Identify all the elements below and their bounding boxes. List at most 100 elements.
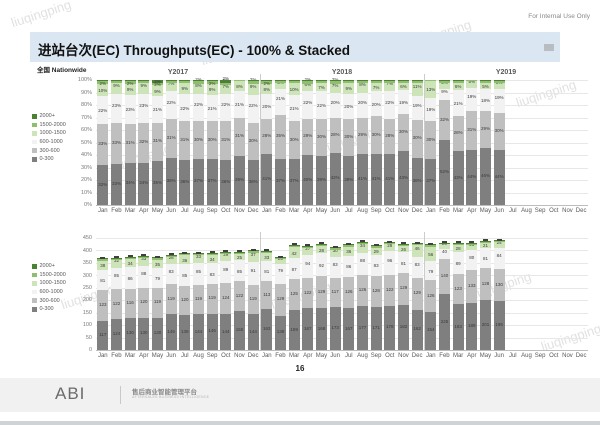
year-divider (424, 74, 425, 205)
segment-label: 37% (193, 178, 203, 184)
segment-label: 144 (194, 328, 203, 334)
legend-swatch (32, 281, 37, 286)
bar-segment (438, 100, 450, 140)
bar-segment (233, 81, 245, 92)
bar-segment (411, 80, 423, 82)
month-label: Oct (221, 208, 231, 214)
y-axis-tick: 50% (80, 139, 92, 146)
bar-segment (479, 241, 491, 243)
segment-label: 32% (139, 139, 149, 145)
segment-label: 20% (262, 104, 272, 110)
month-label: Oct (549, 353, 559, 359)
segment-label: 30% (248, 137, 258, 143)
segment-label: 21 (482, 243, 488, 249)
month-label: Dec (411, 353, 423, 359)
bar-segment (220, 261, 232, 284)
segment-label: 21% (234, 102, 244, 108)
legend-item: 2000+ (32, 112, 66, 121)
year-divider (424, 232, 425, 350)
bar-segment (329, 80, 341, 82)
segment-label: 41% (385, 175, 395, 181)
month-label: May (315, 353, 328, 359)
segment-label: 6% (400, 84, 407, 90)
segment-label: 89 (455, 260, 461, 266)
y-axis-tick: 150 (82, 309, 92, 316)
bar-segment (356, 82, 368, 93)
bar-segment (370, 247, 382, 255)
segment-label: 129 (276, 296, 285, 302)
month-label: Dec (247, 208, 259, 214)
bar-segment (138, 257, 150, 266)
bar-segment (274, 88, 286, 115)
bar-segment (397, 151, 409, 205)
month-label: Oct (549, 208, 559, 214)
segment-label: 30% (193, 136, 203, 142)
y-axis-tick: 450 (82, 235, 92, 242)
bar-segment (138, 82, 150, 94)
segment-label: 113 (263, 291, 271, 297)
bar-segment (261, 153, 273, 205)
footer: ABI 售后商业智能管理平台 AFTERSALES BUSINESS INTEL… (0, 378, 600, 412)
bar-segment (302, 246, 314, 248)
bar-segment (261, 83, 273, 94)
month-label: Sep (534, 208, 546, 214)
bar-segment (370, 254, 382, 276)
bar-segment (124, 80, 136, 82)
bar-segment (192, 314, 204, 350)
segment-label: 31% (467, 127, 477, 133)
bar-segment (302, 155, 314, 205)
bar-segment (288, 257, 300, 280)
bar-segment (356, 244, 368, 253)
y-axis-tick: 70% (80, 114, 92, 121)
segment-label: 83 (209, 271, 215, 277)
bar-segment (384, 153, 396, 205)
segment-label: 46% (480, 172, 490, 178)
segment-label: 133 (468, 283, 476, 288)
bar-segment (315, 308, 327, 350)
segment-label: 92 (318, 262, 324, 268)
bar-segment (479, 242, 491, 248)
segment-label: 35 (154, 262, 160, 268)
segment-label: 33 (264, 255, 270, 261)
bar-segment (220, 80, 232, 83)
y-axis-tick: 200 (82, 297, 92, 304)
bar-segment (192, 253, 204, 256)
segment-label: 36% (248, 179, 258, 185)
segment-label: 33 (195, 253, 201, 259)
bar-segment (247, 83, 259, 95)
segment-label: 18% (480, 98, 490, 104)
segment-label: 167 (304, 325, 312, 331)
gridline (96, 130, 588, 131)
bar-segment (97, 320, 109, 350)
bar-segment (288, 81, 300, 83)
bar-segment (220, 160, 232, 205)
legend: 2000+ 1500-2000 1000-1500 600-1000 300-600 0-… (32, 262, 66, 314)
segment-label: 119 (167, 295, 175, 301)
legend-swatch (32, 264, 37, 269)
month-label: Mar (452, 208, 464, 214)
segment-label: 30% (494, 127, 504, 133)
bar-segment (452, 251, 464, 274)
segment-label: 9% (154, 88, 161, 94)
bar-segment (247, 80, 259, 82)
segment-label: 32% (98, 181, 108, 187)
bar-segment (179, 93, 191, 122)
month-label: Aug (521, 353, 532, 359)
bar-segment (411, 157, 423, 205)
month-label: Jun (330, 208, 340, 214)
segment-label: 117 (331, 288, 339, 294)
bar-segment (493, 269, 505, 302)
segment-label: 80 (469, 254, 475, 260)
segment-label: 41% (357, 175, 367, 181)
bar-top-marker (127, 255, 133, 258)
segment-label: 37% (289, 178, 299, 184)
bar-segment (329, 257, 341, 278)
segment-label: 189 (468, 323, 476, 329)
bar-segment (315, 91, 327, 119)
bar-segment (288, 247, 300, 258)
bar-segment (165, 313, 177, 350)
segment-label: 39% (316, 177, 326, 183)
segment-label: 32 (113, 258, 119, 264)
segment-label: 168 (317, 325, 326, 331)
segment-label: 144 (222, 328, 230, 334)
